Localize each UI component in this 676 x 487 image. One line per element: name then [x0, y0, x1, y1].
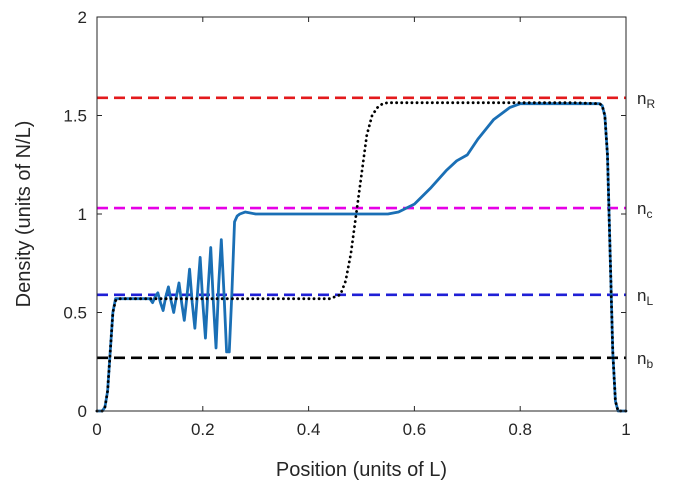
- y-tick-label: 0.5: [63, 304, 87, 323]
- x-tick-label: 0.2: [191, 420, 215, 439]
- x-tick-label: 0.8: [508, 420, 532, 439]
- y-axis: 0 0.5 1 1.5 2: [63, 8, 626, 421]
- y-tick-label: 2: [78, 8, 87, 27]
- reference-lines: [97, 96, 626, 360]
- x-axis-label: Position (units of L): [276, 459, 447, 481]
- reference-label-b: nb: [637, 349, 653, 371]
- series-line-1: [95, 101, 628, 413]
- series-line-0: [95, 102, 628, 413]
- x-tick-label: 1: [621, 420, 630, 439]
- x-tick-label: 0.6: [403, 420, 427, 439]
- x-axis: 0 0.2 0.4 0.6 0.8 1: [92, 17, 631, 439]
- y-tick-label: 0: [78, 402, 87, 421]
- reference-label-L: nL: [637, 286, 653, 308]
- series-lines: [95, 101, 628, 413]
- x-tick-label: 0.4: [297, 420, 321, 439]
- x-tick-label: 0: [92, 420, 101, 439]
- y-tick-label: 1.5: [63, 107, 87, 126]
- reference-labels: nR nc nL nb: [637, 89, 655, 371]
- reference-label-c: nc: [637, 199, 652, 221]
- y-axis-label: Density (units of N/L): [13, 121, 35, 308]
- y-tick-label: 1: [78, 205, 87, 224]
- reference-label-R: nR: [637, 89, 655, 111]
